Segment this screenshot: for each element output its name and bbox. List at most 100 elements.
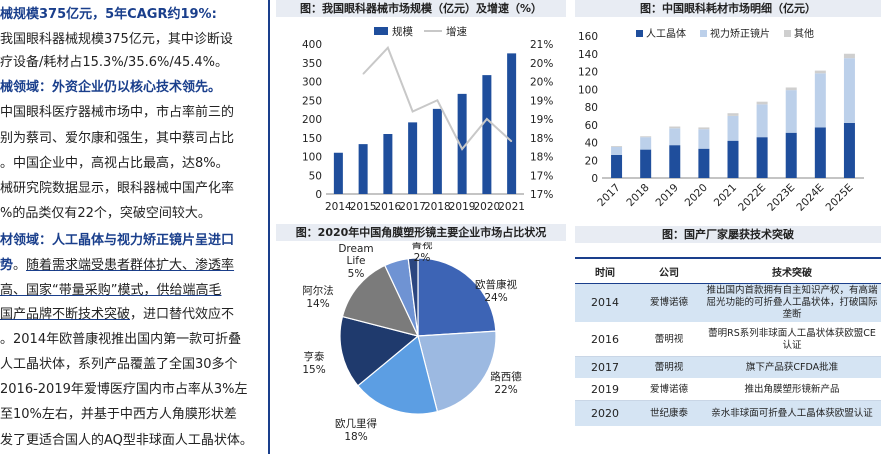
text-segment: 2016-2019年爱博医疗国内市占率从3%左 [0,382,248,397]
x-tick-label: 2015 [350,201,377,213]
text-line: 械规模375亿元，5年CAGR约19%: [0,6,217,24]
text-segment: 。 [13,258,27,273]
table-row: 2017 蕾明视 旗下产品获CFDA批准 [575,356,881,379]
left-text-column: 械规模375亿元，5年CAGR约19%: 我国眼科器械规模375亿元，其中诊断设疗… [0,0,268,454]
right-tick-label: 17% [530,170,553,182]
legend-bar-swatch [374,27,388,35]
bar-2-2019 [669,126,681,129]
pie-slice-6 [407,257,419,337]
left-tick-label: 250 [302,95,322,107]
header-year: 时间 [575,257,635,284]
bar-size-2014 [333,152,343,194]
header-company: 公司 [635,257,703,284]
text-line: 势。随着需求端受患者群体扩大、渗透率 [0,257,234,275]
table-row: 2019 爱博诺德 推出角膜塑形镜新产品 [575,378,881,401]
y-tick-label: 160 [578,31,598,43]
x-tick-label: 2020 [474,201,501,213]
text-segment: 械规模375亿元，5年CAGR约19%: [0,7,217,22]
left-tick-label: 100 [302,152,322,164]
bar-2-2021 [727,113,739,116]
x-tick-label: 2025E [823,182,855,214]
bar-size-2019 [457,93,467,194]
x-tick-label: 2023E [765,182,797,214]
x-tick-label: 2016 [375,201,402,213]
left-tick-label: 0 [315,189,322,201]
text-segment: 中国眼科医疗器械市场中，市占率前三的 [0,105,235,120]
y-tick-label: 20 [585,155,598,167]
text-line: 至10%左右，并基于中西方人角膜形状差 [0,406,237,424]
bar-1-2021 [727,115,739,141]
text-segment: 发了更适合国人的AQ型非球面人工晶状体。 [0,433,253,448]
legend-swatch [784,30,791,37]
pie-value: 18% [344,431,367,443]
right-tick-label: 19% [530,114,553,126]
text-line: 械领域：外资企业仍以核心技术领先。 [0,79,221,97]
pie-label: 路西德 [490,370,522,383]
cell-text: 亲水非球面可折叠人工晶体获欧盟认证 [703,400,881,427]
text-line: 我国眼科器械规模375亿元，其中诊断设 [0,31,233,49]
bar-0-2023E [785,132,797,178]
pie-label: Dream [338,243,373,255]
pie-label: 欧普康视 [475,278,517,291]
text-line: 。中国企业中，高视占比最高，达8%。 [0,155,229,173]
table-header-row: 时间 公司 技术突破 [575,257,881,284]
x-tick-label: 2021 [498,201,525,213]
right-tick-label: 21% [530,39,553,51]
x-tick-label: 2017 [399,201,426,213]
pie-slice-2 [357,334,439,415]
bar-0-2021 [727,140,739,178]
table-row: 2016 蕾明视 蕾明RS系列非球面人工晶状体获欧盟CE认证 [575,322,881,357]
growth-point [436,99,438,101]
text-line: 。2014年欧普康视推出国内第一款可折叠 [0,331,241,349]
left-tick-label: 300 [302,77,322,89]
x-tick-label: 2017 [595,182,622,209]
text-segment: 国产品牌不断技术突破 [0,307,131,322]
legend-line-label: 增速 [446,25,467,38]
text-segment: %的品类仅有22个，突破空间较大。 [0,206,211,221]
cell-text: 旗下产品获CFDA批准 [703,356,881,379]
legend-swatch [636,30,643,37]
bar-2-2017 [611,146,623,147]
bar-1-2022E [756,104,768,138]
text-line: 发了更适合国人的AQ型非球面人工晶状体。 [0,432,253,450]
y-tick-label: 60 [585,120,598,132]
growth-point [511,141,513,142]
left-tick-label: 400 [302,39,322,51]
column-divider [268,0,270,454]
cell-company: 爱博诺德 [635,378,703,401]
right-tick-label: 20% [530,77,553,89]
bar-size-2018 [432,108,442,194]
right-tick-label: 17% [530,189,553,201]
bar-0-2018 [640,149,652,178]
right-tick-label: 18% [530,133,553,145]
chart1-title: 图：我国眼科器械市场规模（亿元）及增速（%） [276,0,566,17]
bar-1-2019 [669,128,681,146]
y-tick-label: 120 [578,67,598,79]
pie-value: 5% [348,268,365,280]
y-tick-label: 0 [591,173,598,185]
pie-slice-1 [417,330,497,413]
x-tick-label: 2019 [654,182,681,209]
text-segment: 疗设备/耗材占15.3%/35.6%/45.4%。 [0,55,229,70]
pie-label: 欧几里得 [335,418,377,430]
text-line: 中国眼科医疗器械市场中，市占率前三的 [0,104,234,122]
cell-year: 2019 [575,378,635,401]
tech-breakthrough-table: 时间 公司 技术突破 2014 爱博诺德 推出国内首款拥有自主知识产权，有高端屈光功… [575,257,881,427]
pie-slice-0 [417,257,497,337]
bar-0-2022E [756,137,768,178]
x-tick-label: 2014 [325,201,352,213]
cell-year: 2020 [575,400,635,427]
bar-size-2020 [482,75,492,194]
y-tick-label: 40 [585,138,598,150]
bar-0-2025E [843,122,855,178]
cell-text: 蕾明RS系列非球面人工晶状体获欧盟CE认证 [703,322,881,357]
chart3-title: 图：2020年中国角膜塑形镜主要企业市场占比状况 [276,224,566,241]
text-segment: 。中国企业中，高视占比最高，达8%。 [0,156,229,171]
legend-label: 视力矫正镜片 [710,27,770,40]
cell-text: 推出国内首款拥有自主知识产权，有高端屈光功能的可折叠人工晶状体，打破国际垄断 [703,283,881,323]
left-tick-label: 200 [302,114,322,126]
text-line: 国产品牌不断技术突破，进口替代效应不 [0,306,234,324]
bar-size-2021 [507,53,517,194]
text-segment: 势 [0,258,14,273]
cell-company: 蕾明视 [635,356,703,379]
